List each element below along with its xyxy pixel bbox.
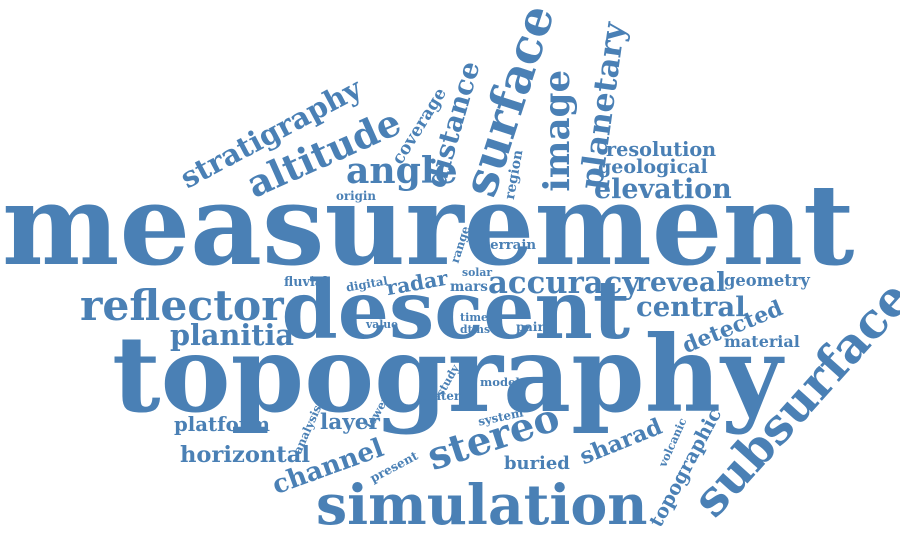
word-reveal: reveal — [636, 267, 727, 298]
word-model: model — [480, 375, 520, 389]
word-material: material — [724, 332, 800, 351]
word-measurement: measurement — [2, 160, 855, 291]
word-origin: origin — [336, 189, 377, 203]
word-value: value — [366, 317, 398, 331]
word-time: time — [460, 310, 489, 324]
word-solar: solar — [462, 265, 493, 279]
word-dtms: dtms — [460, 322, 491, 336]
word-reflector: reflector — [80, 280, 284, 331]
word-geological: geological — [598, 155, 708, 178]
word-elevation: elevation — [594, 173, 732, 205]
word-fluvial: fluvial — [284, 274, 328, 290]
word-buried: buried — [504, 453, 570, 474]
word-resolution: resolution — [606, 137, 717, 161]
word-simulation: simulation — [316, 472, 648, 538]
word-horizontal: horizontal — [180, 441, 310, 468]
word-descent: descent — [281, 262, 631, 357]
word-pair: pair — [516, 319, 545, 334]
word-mars: mars — [450, 279, 488, 295]
word-accuracy: accuracy — [488, 264, 641, 301]
word-topography: topography — [112, 311, 783, 436]
word-layer: layer — [320, 410, 380, 435]
word-angle: angle — [346, 149, 458, 192]
word-geometry: geometry — [724, 271, 810, 290]
word-central: central — [636, 291, 746, 323]
word-crater: crater — [420, 389, 461, 403]
word-terrain: terrain — [484, 236, 537, 253]
word-platform: platform — [174, 413, 270, 436]
word-planitia: planitia — [170, 317, 294, 352]
word-image: image — [537, 69, 579, 192]
